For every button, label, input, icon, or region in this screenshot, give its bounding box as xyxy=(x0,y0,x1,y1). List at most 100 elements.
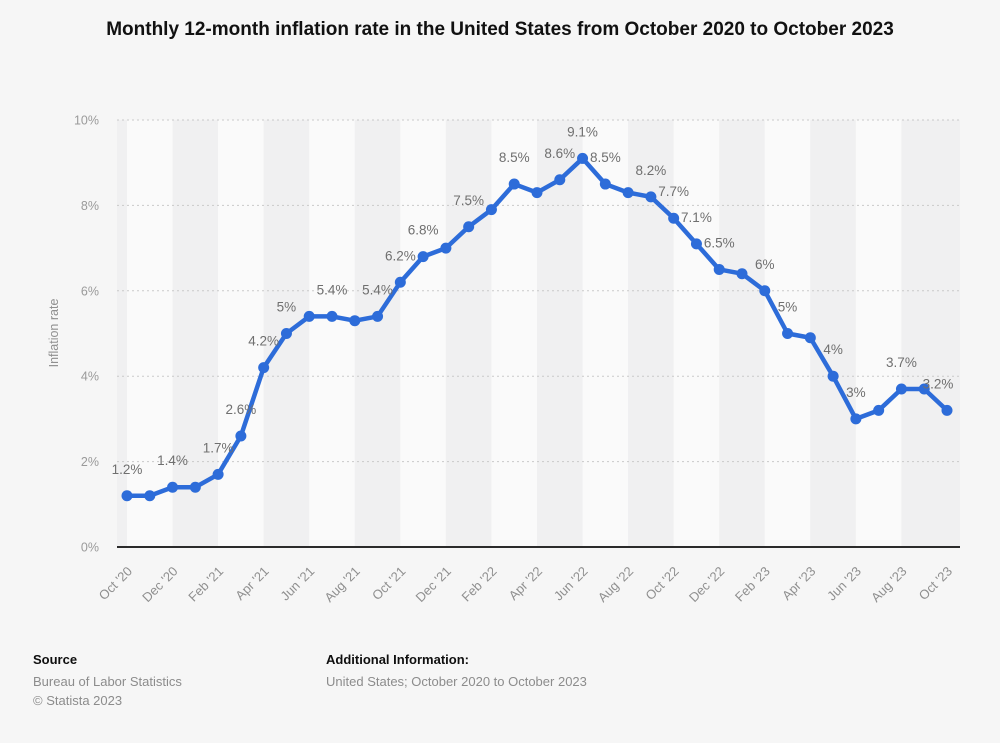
data-point[interactable] xyxy=(485,204,497,216)
data-point[interactable] xyxy=(144,490,156,502)
data-point[interactable] xyxy=(577,152,589,164)
data-label: 5% xyxy=(277,300,297,315)
source-block: Source Bureau of Labor Statistics © Stat… xyxy=(33,652,182,710)
plot-band xyxy=(810,120,856,547)
data-label: 8.5% xyxy=(499,150,530,165)
data-point[interactable] xyxy=(645,191,657,203)
data-point[interactable] xyxy=(713,263,725,275)
data-label: 8.5% xyxy=(590,150,621,165)
data-point[interactable] xyxy=(440,242,452,254)
x-tick-label: Dec '21 xyxy=(413,564,454,605)
data-point[interactable] xyxy=(873,404,885,416)
data-point[interactable] xyxy=(212,468,224,480)
data-point[interactable] xyxy=(349,315,361,327)
data-point[interactable] xyxy=(531,187,543,199)
plot-band xyxy=(309,120,355,547)
x-tick-label: Aug '22 xyxy=(595,564,636,605)
data-point[interactable] xyxy=(782,328,794,339)
data-point[interactable] xyxy=(554,174,566,186)
data-label: 3% xyxy=(846,385,866,400)
x-tick-label: Oct '21 xyxy=(369,564,408,603)
data-point[interactable] xyxy=(189,481,201,493)
x-tick-label: Apr '21 xyxy=(232,564,271,603)
plot-band xyxy=(628,120,674,547)
x-tick-label: Jun '22 xyxy=(551,564,591,604)
data-point[interactable] xyxy=(303,310,315,322)
data-point[interactable] xyxy=(167,481,179,493)
data-label: 5.4% xyxy=(317,282,348,297)
data-point[interactable] xyxy=(736,268,748,280)
data-point[interactable] xyxy=(690,238,702,250)
plot-band xyxy=(354,120,401,547)
data-point[interactable] xyxy=(463,221,475,233)
data-point[interactable] xyxy=(759,285,771,297)
data-label: 7.7% xyxy=(658,184,689,199)
data-point[interactable] xyxy=(599,178,611,190)
data-point[interactable] xyxy=(280,328,292,339)
y-tick-label: 8% xyxy=(81,199,99,213)
source-heading: Source xyxy=(33,652,78,667)
plot-band xyxy=(719,120,765,547)
source-name: Bureau of Labor Statistics xyxy=(33,674,182,689)
data-point[interactable] xyxy=(827,370,839,382)
x-tick-label: Oct '20 xyxy=(96,564,135,603)
y-tick-label: 0% xyxy=(81,541,99,555)
data-label: 2.6% xyxy=(225,402,256,417)
data-point[interactable] xyxy=(668,212,680,224)
plot-band xyxy=(400,120,446,547)
x-tick-label: Feb '22 xyxy=(459,564,500,605)
plot-band xyxy=(445,120,492,547)
x-tick-label: Aug '23 xyxy=(868,564,909,605)
plot-band xyxy=(855,120,902,547)
y-tick-label: 2% xyxy=(81,455,99,469)
data-label: 7.5% xyxy=(453,193,484,208)
data-point[interactable] xyxy=(417,251,429,263)
plot-band xyxy=(218,120,264,547)
data-point[interactable] xyxy=(394,276,406,288)
inflation-line-chart: 0%2%4%6%8%10%Oct '20 Dec '20 Feb '21 Apr '2… xyxy=(74,114,960,605)
data-point[interactable] xyxy=(372,310,384,322)
x-tick-label: Oct '22 xyxy=(642,564,681,603)
data-point[interactable] xyxy=(235,430,247,442)
data-point[interactable] xyxy=(895,383,907,395)
data-label: 4% xyxy=(823,342,843,357)
data-point[interactable] xyxy=(121,490,133,502)
data-label: 4.2% xyxy=(248,334,279,349)
y-tick-label: 4% xyxy=(81,370,99,384)
x-tick-label: Feb '21 xyxy=(185,564,226,605)
x-tick-label: Dec '20 xyxy=(139,564,180,605)
data-point[interactable] xyxy=(941,404,953,416)
data-point[interactable] xyxy=(918,383,930,395)
data-label: 9.1% xyxy=(567,124,598,139)
data-label: 8.2% xyxy=(635,163,666,178)
x-tick-label: Aug '21 xyxy=(321,564,362,605)
y-tick-label: 6% xyxy=(81,284,99,298)
additional-info-text: United States; October 2020 to October 2… xyxy=(326,674,587,689)
x-tick-label: Apr '23 xyxy=(779,564,818,603)
data-point[interactable] xyxy=(622,187,634,199)
plot-band xyxy=(673,120,720,547)
data-label: 8.6% xyxy=(544,146,575,161)
plot-band xyxy=(117,120,127,547)
additional-info-block: Additional Information: United States; O… xyxy=(326,652,587,692)
data-point[interactable] xyxy=(850,413,862,425)
data-label: 6% xyxy=(755,257,775,272)
data-label: 6.5% xyxy=(704,235,735,250)
data-label: 1.2% xyxy=(112,462,143,477)
chart-title: Monthly 12-month inflation rate in the U… xyxy=(106,19,894,40)
data-point[interactable] xyxy=(804,332,816,344)
data-point[interactable] xyxy=(508,178,520,190)
plot-band xyxy=(537,120,583,547)
y-tick-label: 10% xyxy=(74,114,99,128)
plot-band xyxy=(901,120,960,547)
x-tick-label: Jun '21 xyxy=(277,564,317,604)
data-point[interactable] xyxy=(258,362,270,374)
data-point[interactable] xyxy=(326,310,338,322)
x-tick-label: Feb '23 xyxy=(732,564,773,605)
x-tick-label: Jun '23 xyxy=(824,564,864,604)
plot-band xyxy=(172,120,219,547)
x-tick-label: Apr '22 xyxy=(506,564,545,603)
data-label: 5% xyxy=(778,300,798,315)
x-tick-label: Oct '23 xyxy=(916,564,955,603)
